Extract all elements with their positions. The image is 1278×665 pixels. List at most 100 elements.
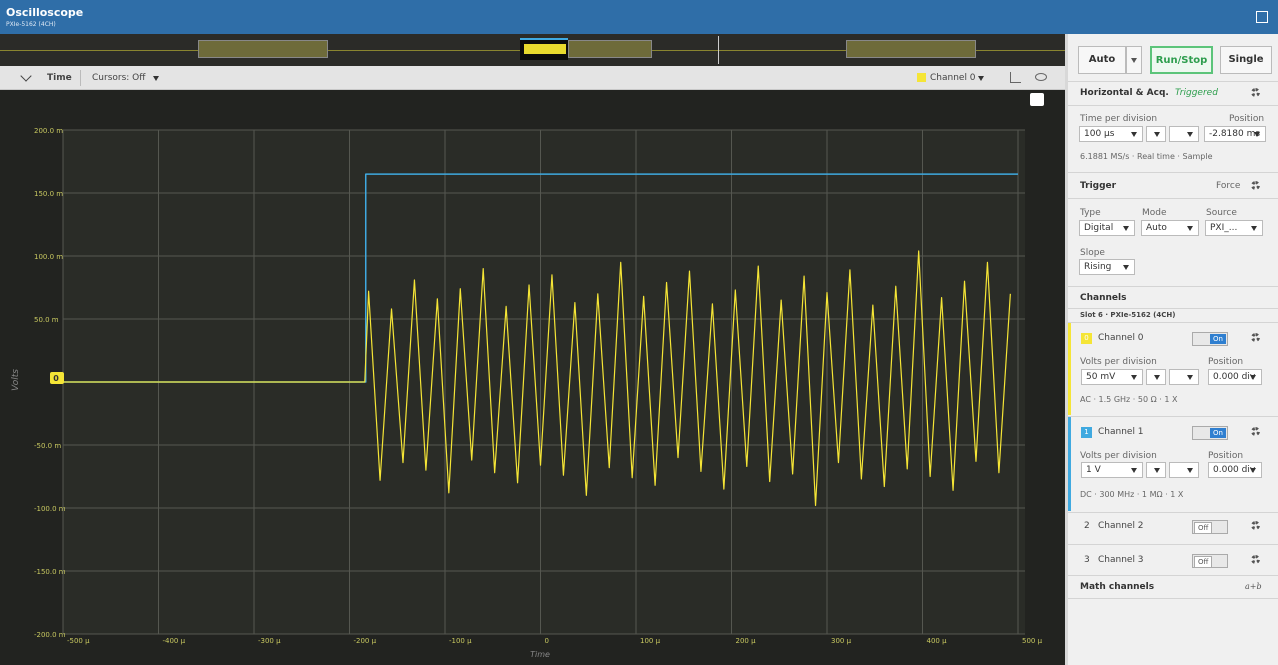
channel-toggle[interactable]: Off bbox=[1192, 554, 1228, 568]
channel-menu[interactable]: Channel 0 bbox=[930, 73, 976, 83]
y-tick-label: -200.0 m bbox=[34, 631, 66, 639]
position-input[interactable]: -2.8180 ms bbox=[1204, 126, 1266, 142]
measure-icon[interactable] bbox=[1010, 72, 1021, 83]
overview-segment bbox=[568, 40, 652, 58]
x-tick-label: -500 µ bbox=[67, 637, 90, 645]
x-tick-label: 500 µ bbox=[1022, 637, 1043, 645]
channel-marker[interactable] bbox=[50, 372, 64, 384]
y-tick-label: 100.0 m bbox=[34, 253, 63, 261]
vpd-dropdown[interactable]: 1 V bbox=[1081, 462, 1143, 478]
field-label: Slope bbox=[1080, 248, 1105, 258]
x-tick-label: -400 µ bbox=[163, 637, 186, 645]
x-tick-label: 200 µ bbox=[736, 637, 757, 645]
channel-bar bbox=[1068, 417, 1071, 511]
adjust-button[interactable] bbox=[1146, 369, 1166, 385]
math-formula: a+b bbox=[1245, 582, 1262, 591]
y-tick-label: 150.0 m bbox=[34, 190, 63, 198]
x-axis-label: Time bbox=[530, 650, 550, 659]
channel-toggle[interactable]: On bbox=[1192, 426, 1228, 440]
force-button[interactable]: Force bbox=[1216, 181, 1241, 191]
slot-label: Slot 6 · PXIe-5162 (4CH) bbox=[1080, 311, 1176, 319]
x-tick-label: -100 µ bbox=[449, 637, 472, 645]
type-dropdown[interactable]: Digital bbox=[1079, 220, 1135, 236]
trigger-icon[interactable] bbox=[1030, 93, 1044, 106]
x-tick-label: 0 bbox=[545, 637, 549, 645]
y-tick-label: -100.0 m bbox=[34, 505, 66, 513]
menu-button[interactable] bbox=[1256, 11, 1268, 23]
x-tick-label: -200 µ bbox=[354, 637, 377, 645]
cursors-menu[interactable]: Cursors: Off bbox=[92, 73, 146, 83]
overview-segment bbox=[198, 40, 328, 58]
field-label: Volts per division bbox=[1080, 451, 1157, 461]
channel-info: AC · 1.5 GHz · 50 Ω · 1 X bbox=[1080, 395, 1178, 404]
trigger-status: Triggered bbox=[1175, 88, 1218, 98]
y-axis-label: Volts bbox=[11, 369, 21, 391]
toggle-state: Off bbox=[1194, 522, 1213, 534]
field-label: Time per division bbox=[1080, 114, 1158, 124]
field-label: Position bbox=[1208, 357, 1244, 367]
toolbar bbox=[0, 66, 1065, 90]
toggle-state: On bbox=[1210, 334, 1226, 344]
slope-dropdown[interactable]: Rising bbox=[1079, 259, 1135, 275]
adjust-button[interactable] bbox=[1146, 462, 1166, 478]
settings-gear[interactable] bbox=[1251, 88, 1260, 97]
overview-segment bbox=[524, 44, 566, 54]
vpd-dropdown[interactable]: 50 mV bbox=[1081, 369, 1143, 385]
dropdown-arrow bbox=[978, 76, 984, 81]
auto-button[interactable]: Auto bbox=[1078, 46, 1126, 74]
x-tick-label: -300 µ bbox=[258, 637, 281, 645]
app-title: Oscilloscope bbox=[6, 6, 84, 19]
channel-index: 1 bbox=[1081, 427, 1092, 438]
toggle-state: On bbox=[1210, 428, 1226, 438]
channel-bar bbox=[1068, 323, 1071, 415]
position-input[interactable]: 0.000 div bbox=[1208, 369, 1262, 385]
x-tick-label: 400 µ bbox=[927, 637, 948, 645]
field-label: Mode bbox=[1142, 208, 1167, 218]
adjust-button[interactable] bbox=[1169, 126, 1199, 142]
section-title: Math channels bbox=[1080, 582, 1155, 592]
channel-marker-label: 0 bbox=[53, 374, 59, 383]
overview-marker bbox=[718, 36, 719, 64]
trace bbox=[63, 250, 1011, 507]
settings-gear[interactable] bbox=[1251, 427, 1260, 436]
channel-swatch bbox=[917, 73, 926, 82]
settings-gear[interactable] bbox=[1251, 333, 1260, 342]
settings-gear[interactable] bbox=[1251, 555, 1260, 564]
channel-name: Channel 3 bbox=[1098, 555, 1144, 565]
adjust-button[interactable] bbox=[1169, 462, 1199, 478]
settings-gear[interactable] bbox=[1251, 521, 1260, 530]
channel-info: DC · 300 MHz · 1 MΩ · 1 X bbox=[1080, 490, 1184, 499]
channel-index: 2 bbox=[1084, 521, 1090, 531]
channel-name: Channel 0 bbox=[1098, 333, 1144, 343]
dropdown-arrow bbox=[153, 76, 159, 81]
position-input[interactable]: 0.000 div bbox=[1208, 462, 1262, 478]
adjust-button[interactable] bbox=[1146, 126, 1166, 142]
overview-segment bbox=[846, 40, 976, 58]
acq-info: 6.1881 MS/s · Real time · Sample bbox=[1080, 152, 1213, 161]
field-label: Position bbox=[1229, 114, 1265, 124]
adjust-button[interactable] bbox=[1169, 369, 1199, 385]
time-per-div-dropdown[interactable]: 100 µs bbox=[1079, 126, 1143, 142]
field-label: Position bbox=[1208, 451, 1244, 461]
header-bar bbox=[0, 0, 1278, 34]
settings-gear[interactable] bbox=[1251, 181, 1260, 190]
y-tick-label: -150.0 m bbox=[34, 568, 66, 576]
toggle-state: Off bbox=[1194, 556, 1213, 568]
visibility-icon[interactable] bbox=[1035, 73, 1047, 81]
y-tick-label: 200.0 m bbox=[34, 127, 63, 135]
section-title: Channels bbox=[1080, 293, 1127, 303]
mode-dropdown[interactable]: Auto bbox=[1141, 220, 1199, 236]
divider bbox=[80, 70, 81, 86]
section-title: Horizontal & Acq. bbox=[1080, 88, 1169, 98]
time-tab[interactable]: Time bbox=[47, 73, 72, 83]
x-tick-label: 300 µ bbox=[831, 637, 852, 645]
run-stop-button[interactable]: Run/Stop bbox=[1150, 46, 1213, 74]
single-button[interactable]: Single bbox=[1220, 46, 1272, 74]
channel-toggle[interactable]: Off bbox=[1192, 520, 1228, 534]
channel-name: Channel 2 bbox=[1098, 521, 1144, 531]
field-label: Source bbox=[1206, 208, 1237, 218]
channel-toggle[interactable]: On bbox=[1192, 332, 1228, 346]
x-tick-label: 100 µ bbox=[640, 637, 661, 645]
source-dropdown[interactable]: PXI_... bbox=[1205, 220, 1263, 236]
